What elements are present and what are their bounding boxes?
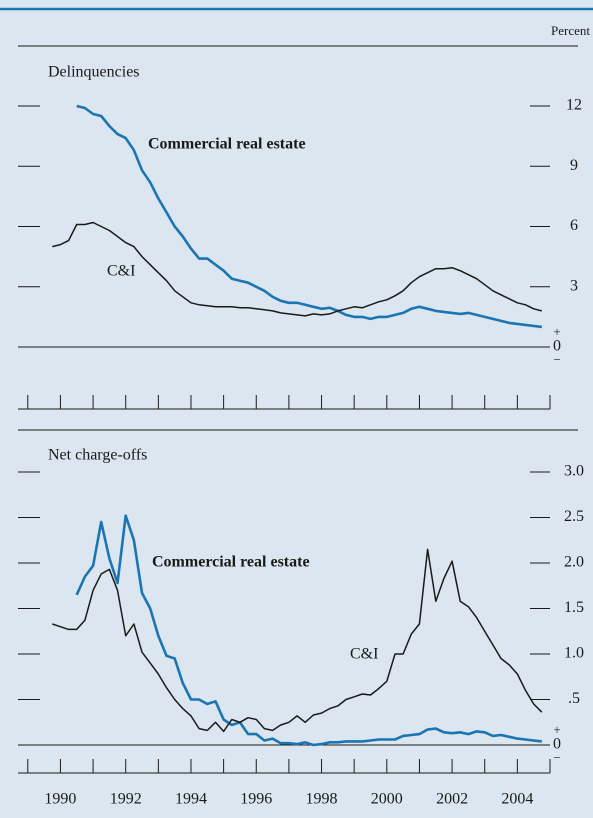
- y-tick-label: 6: [570, 217, 578, 234]
- series-line: [76, 104, 542, 329]
- y-tick-label: 2.0: [564, 554, 584, 571]
- series-label: C&I: [107, 263, 135, 280]
- x-tick-label: 2002: [436, 791, 468, 808]
- y-axis-label: Percent: [551, 23, 590, 38]
- y-tick-label: 2.5: [564, 508, 584, 525]
- y-tick-label: 9: [570, 157, 578, 174]
- x-tick-label: 1992: [110, 791, 142, 808]
- x-tick-label: 2004: [501, 791, 533, 808]
- y-tick-label: 0: [553, 736, 561, 753]
- series-line: [52, 548, 543, 733]
- series-line: [75, 514, 542, 747]
- x-tick-label: 1990: [44, 791, 76, 808]
- x-tick-label: 1996: [240, 791, 272, 808]
- panel-title: Net charge-offs: [48, 447, 147, 464]
- y-tick-label: .5: [568, 690, 580, 707]
- y-tick-label: 1.0: [564, 645, 584, 662]
- sign: +: [553, 324, 560, 339]
- y-tick-label: 1.5: [564, 599, 584, 616]
- series-line: [52, 221, 542, 317]
- y-tick-label: 0: [553, 338, 561, 355]
- series-label: Commercial real estate: [152, 554, 310, 571]
- sign: +: [553, 722, 560, 737]
- panel-title: Delinquencies: [48, 64, 140, 81]
- series-label: C&I: [350, 646, 378, 663]
- x-tick-label: 2000: [371, 791, 403, 808]
- series-label: Commercial real estate: [148, 136, 306, 153]
- y-tick-label: 12: [566, 97, 582, 114]
- sign: −: [553, 750, 560, 765]
- sign: −: [553, 352, 560, 367]
- y-tick-label: 3.0: [564, 463, 584, 480]
- x-tick-label: 1994: [175, 791, 207, 808]
- x-tick-label: 1998: [306, 791, 338, 808]
- y-tick-label: 3: [570, 277, 578, 294]
